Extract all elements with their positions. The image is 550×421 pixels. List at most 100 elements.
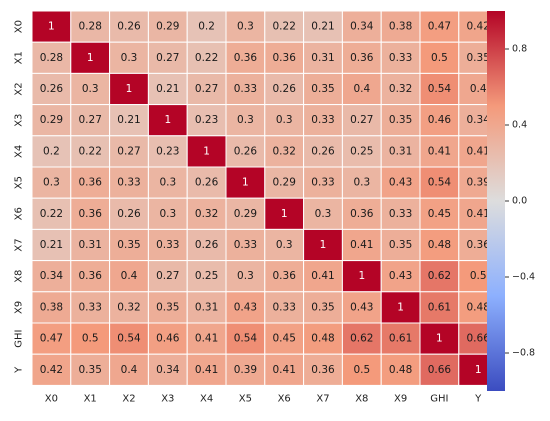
cell-value-label: 0.33	[273, 301, 296, 313]
colorbar-tick-label: −0.8	[512, 348, 535, 359]
cell-value-label: 0.31	[195, 301, 218, 313]
cell-value-label: 0.36	[79, 208, 103, 220]
cell-value-label: 0.3	[159, 177, 176, 189]
x-tick-label: X5	[239, 393, 252, 404]
cell-value-label: 0.4	[353, 83, 370, 95]
x-tick-label: X6	[278, 393, 291, 404]
colorbar-tick-label: 0.0	[512, 196, 527, 207]
y-tick-label: X9	[14, 301, 25, 314]
cell-value-label: 0.35	[79, 364, 102, 376]
cell-value-label: 1	[164, 114, 171, 126]
cell-value-label: 0.27	[156, 270, 179, 282]
cell-value-label: 0.4	[470, 83, 487, 95]
cell-value-label: 0.28	[79, 21, 102, 33]
cell-value-label: 0.54	[428, 177, 452, 189]
cell-value-label: 0.27	[117, 145, 140, 157]
y-tick-label: X6	[14, 207, 25, 220]
heatmap-cell	[419, 291, 460, 324]
cell-value-label: 0.35	[156, 301, 179, 313]
heatmap-cell	[225, 41, 266, 74]
heatmap-cell	[419, 322, 460, 355]
heatmap-cell-labels: 1 0.28 0.26 0.29 0.2 0.3 0.22 0.21 0.34 0.38 0.47 0…	[40, 21, 490, 376]
cell-value-label: 0.33	[234, 239, 257, 251]
heatmap-cell	[380, 41, 421, 74]
cell-value-label: 0.21	[156, 83, 179, 95]
heatmap-cell	[303, 41, 343, 74]
x-tick-label: X4	[200, 393, 213, 404]
heatmap-cell	[109, 322, 149, 355]
cell-value-label: 0.5	[470, 270, 487, 282]
cell-value-label: 0.45	[273, 333, 296, 345]
heatmap-cell	[225, 322, 266, 355]
cell-value-label: 0.3	[237, 21, 254, 33]
cell-value-label: 1	[436, 333, 443, 345]
cell-value-label: 0.2	[43, 145, 60, 157]
cell-value-label: 0.3	[121, 52, 138, 64]
cell-value-label: 0.3	[159, 208, 176, 220]
heatmap-cell	[70, 322, 111, 355]
cell-value-label: 0.22	[79, 145, 102, 157]
cell-value-label: 0.33	[311, 177, 334, 189]
x-tick-label: X2	[122, 393, 135, 404]
heatmap-cell	[341, 166, 382, 199]
y-axis-ticks: X0 X1 X2 X3 X4 X5 X6 X7 X8 X9 GHI Y	[14, 20, 25, 374]
heatmap-cell	[225, 353, 266, 386]
y-tick-label: X7	[14, 238, 25, 251]
cell-value-label: 0.27	[195, 83, 218, 95]
cell-value-label: 0.3	[237, 114, 254, 126]
cell-value-label: 0.21	[40, 239, 63, 251]
heatmap-cell	[147, 291, 188, 324]
cell-value-label: 0.62	[428, 270, 451, 282]
y-tick-label: Y	[14, 366, 25, 374]
cell-value-label: 0.48	[311, 333, 334, 345]
cell-value-label: 0.36	[350, 52, 374, 64]
heatmap-cell	[31, 228, 72, 262]
cell-value-label: 0.29	[40, 114, 63, 126]
cell-value-label: 0.35	[389, 114, 412, 126]
x-tick-label: X3	[161, 393, 174, 404]
cell-value-label: 0.38	[40, 301, 63, 313]
cell-value-label: 0.42	[40, 364, 63, 376]
heatmap-cell	[147, 228, 188, 262]
cell-value-label: 0.33	[117, 177, 140, 189]
heatmap-cell	[303, 166, 343, 199]
cell-value-label: 0.48	[428, 239, 451, 251]
cell-value-label: 0.27	[156, 52, 179, 64]
y-tick-label: GHI	[14, 329, 25, 347]
heatmap-cell	[341, 197, 382, 230]
heatmap-cell	[419, 135, 460, 168]
x-tick-label: GHI	[430, 393, 448, 404]
cell-value-label: 0.45	[428, 208, 451, 220]
heatmap-cell	[264, 166, 305, 199]
cell-value-label: 0.31	[389, 145, 412, 157]
cell-value-label: 0.29	[234, 208, 257, 220]
cell-value-label: 0.29	[273, 177, 296, 189]
cell-value-label: 0.66	[428, 364, 452, 376]
cell-value-label: 1	[87, 52, 94, 64]
cell-value-label: 0.41	[428, 145, 451, 157]
cell-value-label: 0.41	[467, 208, 490, 220]
heatmap-cell	[109, 197, 149, 230]
heatmap-cell	[264, 322, 305, 355]
cell-value-label: 1	[397, 301, 404, 313]
cell-value-label: 0.48	[389, 364, 412, 376]
cell-value-label: 0.61	[428, 301, 451, 313]
cell-value-label: 0.34	[467, 114, 491, 126]
heatmap-cell	[70, 135, 111, 168]
heatmap-cell	[70, 41, 111, 74]
heatmap-cell	[419, 353, 460, 386]
cell-value-label: 0.35	[389, 239, 412, 251]
heatmap-cell	[341, 41, 382, 74]
heatmap-cell	[225, 10, 266, 43]
cell-value-label: 0.32	[195, 208, 218, 220]
y-tick-label: X2	[14, 82, 25, 95]
heatmap-cell	[31, 104, 72, 137]
cell-value-label: 0.33	[79, 301, 102, 313]
heatmap-cells	[31, 10, 499, 386]
heatmap-cell	[264, 197, 305, 230]
cell-value-label: 0.39	[467, 177, 490, 189]
heatmap-cell	[109, 228, 149, 262]
x-tick-label: X8	[355, 393, 368, 404]
cell-value-label: 0.35	[467, 52, 490, 64]
cell-value-label: 0.41	[195, 333, 218, 345]
